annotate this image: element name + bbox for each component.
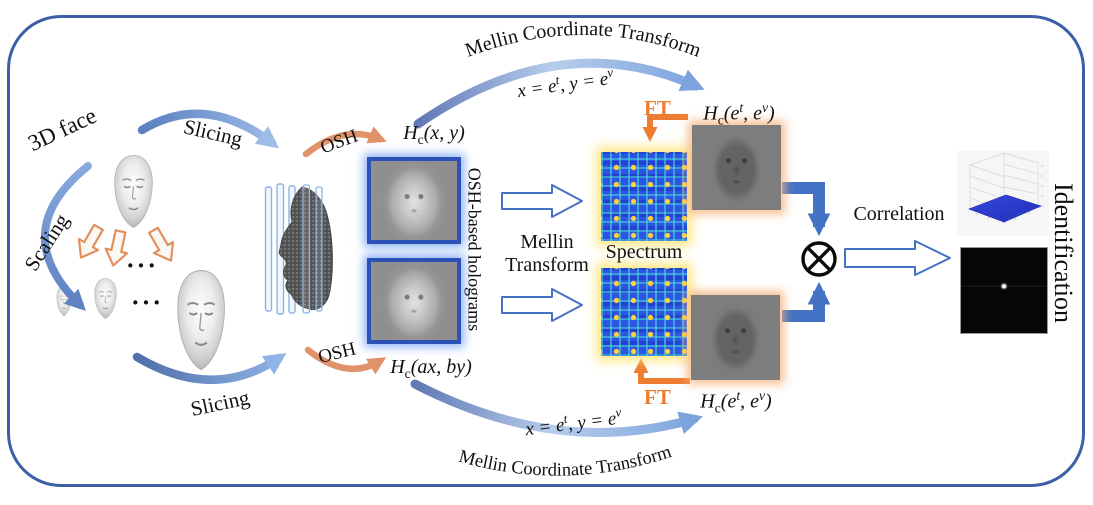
mellin-hologram-image-bottom — [691, 295, 780, 380]
mellin-hologram-image-top — [692, 125, 781, 210]
diagram-border — [7, 15, 1085, 487]
hc-axby-label: Hc(ax, by) — [390, 356, 472, 381]
correlation-label: Correlation — [853, 203, 945, 225]
hc-etev-bottom-label: Hc(et, ev) — [700, 388, 772, 416]
hologram-image-hcxy — [367, 157, 461, 244]
spectrum-label: Spectrum — [605, 241, 683, 263]
ellipsis-top: ··· — [126, 251, 159, 280]
ft-bottom-label: FT — [644, 385, 671, 409]
correlation-peak-plot-graphic — [968, 152, 1043, 223]
hologram-image-hcaxby — [367, 258, 461, 344]
correlation-output-image — [960, 247, 1048, 334]
correlation-peak-plot — [957, 151, 1049, 236]
hc-xy-label: Hc(x, y) — [403, 122, 465, 147]
ellipsis-bottom: ··· — [131, 288, 164, 317]
spectrum-image-top — [601, 152, 687, 241]
spectrum-image-bottom — [601, 268, 687, 356]
hc-etev-top-label: Hc(et, ev) — [703, 100, 775, 128]
identification-label: Identification — [1049, 182, 1078, 324]
mellin-transform-label: Mellin Transform — [505, 231, 589, 276]
ft-top-label: FT — [644, 96, 671, 120]
osh-holograms-caption: OSH-based holograms — [464, 167, 485, 332]
